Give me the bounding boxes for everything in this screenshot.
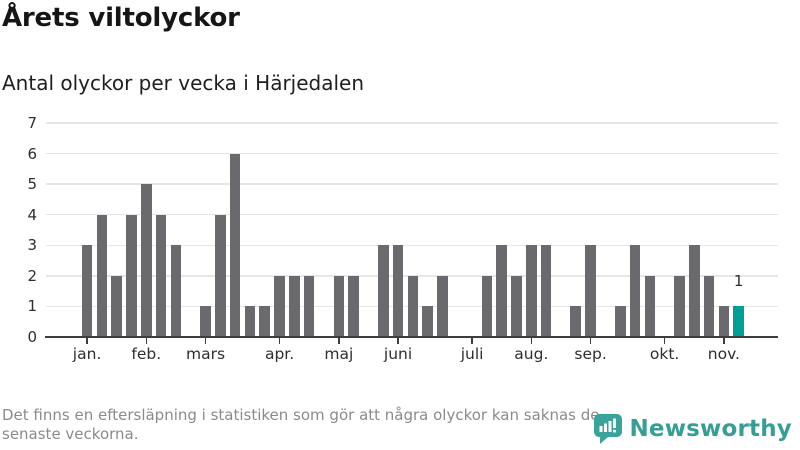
bar (303, 275, 315, 336)
x-axis-line (45, 336, 778, 338)
bar (481, 275, 493, 336)
bar (703, 275, 715, 336)
newsworthy-bubble-icon (594, 414, 623, 444)
gridline (46, 183, 778, 185)
bar (377, 245, 389, 336)
bar (348, 275, 359, 336)
x-axis-tick (397, 338, 399, 344)
bar (126, 214, 137, 336)
x-axis-tick (663, 338, 666, 344)
y-axis-tick-label: 5 (27, 175, 37, 194)
x-axis-tick (471, 338, 473, 344)
footnote-line2: senaste veckorna. (2, 425, 139, 443)
bar (496, 245, 508, 336)
bar (215, 214, 226, 336)
bar (274, 275, 285, 336)
bar (437, 275, 448, 336)
bar-current-week (733, 306, 744, 336)
bar (407, 275, 419, 336)
footnote: Det finns en eftersläpning i statistiken… (2, 406, 599, 444)
bar (289, 275, 300, 336)
x-axis-month-label: feb. (131, 345, 162, 363)
bar (688, 245, 700, 336)
x-axis-tick (589, 338, 592, 344)
bar (674, 275, 685, 336)
x-axis-month-label: juli (460, 345, 484, 363)
bar (570, 306, 582, 336)
x-axis-tick (86, 338, 88, 344)
x-axis-tick (145, 338, 148, 344)
gridline (46, 213, 778, 216)
x-axis-tick (204, 338, 207, 344)
gridline (46, 122, 778, 124)
x-axis-tick (530, 338, 533, 344)
page-title: Årets viltolyckor (2, 3, 240, 33)
y-axis-tick-label: 4 (27, 205, 37, 224)
x-axis-tick (338, 338, 340, 344)
x-axis-month-label: nov. (707, 345, 740, 363)
x-axis-month-label: juni (383, 345, 413, 363)
highlight-value-label: 1 (733, 272, 744, 290)
y-axis-tick-label: 0 (27, 328, 37, 346)
bar (259, 306, 271, 336)
bar (644, 275, 656, 336)
newsworthy-logo[interactable]: Newsworthy (594, 414, 792, 444)
x-axis-month-label: jan. (72, 345, 102, 363)
bar (392, 245, 404, 336)
bar (614, 306, 626, 336)
bar (511, 275, 522, 336)
bar (526, 245, 537, 336)
y-axis-tick-label: 2 (27, 266, 37, 285)
y-axis-tick-label: 7 (27, 114, 37, 132)
gridline (46, 152, 778, 155)
bar (422, 306, 433, 336)
x-axis-tick (278, 338, 281, 344)
x-axis-month-label: aug. (514, 345, 549, 363)
bar-chart: 0 1 2 3 4 5 6 7 jan. feb. mars apr. maj juni juli aug. s… (27, 114, 778, 363)
bar (200, 306, 211, 336)
bar (333, 275, 345, 336)
bar (96, 214, 108, 336)
bar (629, 245, 641, 336)
bar (718, 306, 730, 336)
bar (585, 245, 596, 336)
bar (81, 245, 93, 336)
bar (140, 184, 152, 336)
gridline (46, 244, 778, 247)
x-axis-month-label: apr. (264, 345, 295, 363)
x-axis-month-label: mars (185, 345, 226, 363)
bar (111, 275, 122, 336)
y-axis-tick-label: 1 (27, 297, 37, 316)
x-axis-month-label: okt. (649, 345, 680, 363)
chart-subtitle: Antal olyckor per vecka i Härjedalen (2, 71, 365, 95)
y-axis-tick-label: 6 (27, 144, 37, 163)
brand-name: Newsworthy (629, 416, 792, 442)
x-axis-tick (723, 338, 725, 344)
y-axis-tick-label: 3 (27, 236, 37, 255)
x-axis-month-label: maj (324, 345, 354, 363)
bar (155, 214, 167, 336)
bar (540, 245, 552, 336)
x-axis-month-label: sep. (574, 345, 607, 363)
bar (229, 153, 241, 336)
footnote-line1: Det finns en eftersläpning i statistiken… (2, 406, 600, 424)
bar (170, 245, 182, 336)
bar (244, 306, 256, 336)
